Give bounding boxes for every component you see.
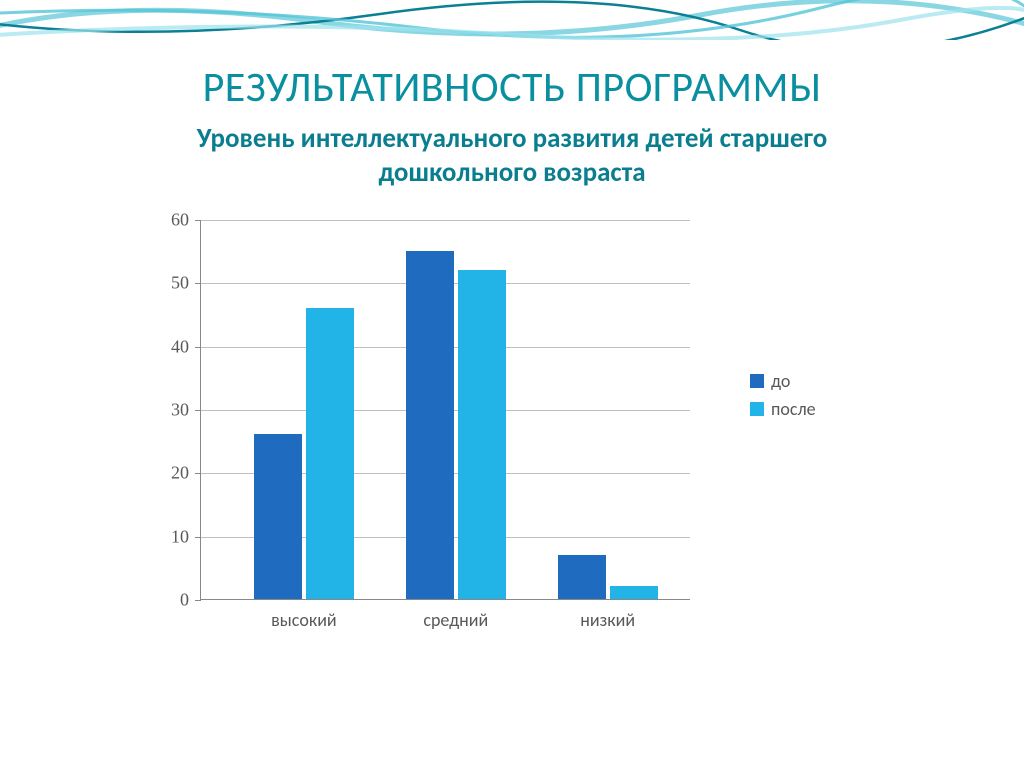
y-tick — [195, 347, 201, 348]
y-tick — [195, 473, 201, 474]
bar-chart: 0102030405060высокийсреднийнизкий до посл… — [140, 220, 900, 660]
legend-swatch — [750, 374, 764, 388]
x-tick-label: высокий — [271, 609, 337, 631]
bar — [610, 586, 658, 599]
y-tick-label: 10 — [171, 526, 189, 547]
y-tick — [195, 537, 201, 538]
subtitle-line-1: Уровень интеллектуального развития детей… — [197, 122, 828, 155]
slide-title: РЕЗУЛЬТАТИВНОСТЬ ПРОГРАММЫ — [0, 62, 1024, 113]
legend-label: до — [771, 370, 790, 392]
bar — [254, 434, 302, 599]
gridline — [201, 220, 690, 221]
y-tick-label: 40 — [171, 336, 189, 357]
slide-subtitle: Уровень интеллектуального развития детей… — [0, 122, 1024, 190]
y-tick-label: 30 — [171, 400, 189, 421]
legend-item: после — [750, 398, 816, 420]
legend: до после — [750, 370, 816, 426]
x-tick-label: низкий — [580, 609, 635, 631]
slide: РЕЗУЛЬТАТИВНОСТЬ ПРОГРАММЫ Уровень интел… — [0, 0, 1024, 767]
decorative-border — [0, 0, 1024, 40]
bar — [306, 308, 354, 599]
y-tick-label: 20 — [171, 463, 189, 484]
legend-swatch — [750, 402, 764, 416]
bar — [406, 251, 454, 599]
y-tick — [195, 410, 201, 411]
bar — [558, 555, 606, 599]
y-tick-label: 0 — [180, 590, 189, 611]
legend-item: до — [750, 370, 816, 392]
y-tick — [195, 220, 201, 221]
wave-icon — [0, 0, 1024, 40]
plot-area: 0102030405060высокийсреднийнизкий — [200, 220, 690, 600]
legend-label: после — [771, 398, 816, 420]
y-tick — [195, 283, 201, 284]
y-tick-label: 50 — [171, 273, 189, 294]
y-tick-label: 60 — [171, 210, 189, 231]
y-tick — [195, 600, 201, 601]
x-tick-label: средний — [423, 609, 488, 631]
subtitle-line-2: дошкольного возраста — [378, 156, 645, 189]
bar — [458, 270, 506, 599]
